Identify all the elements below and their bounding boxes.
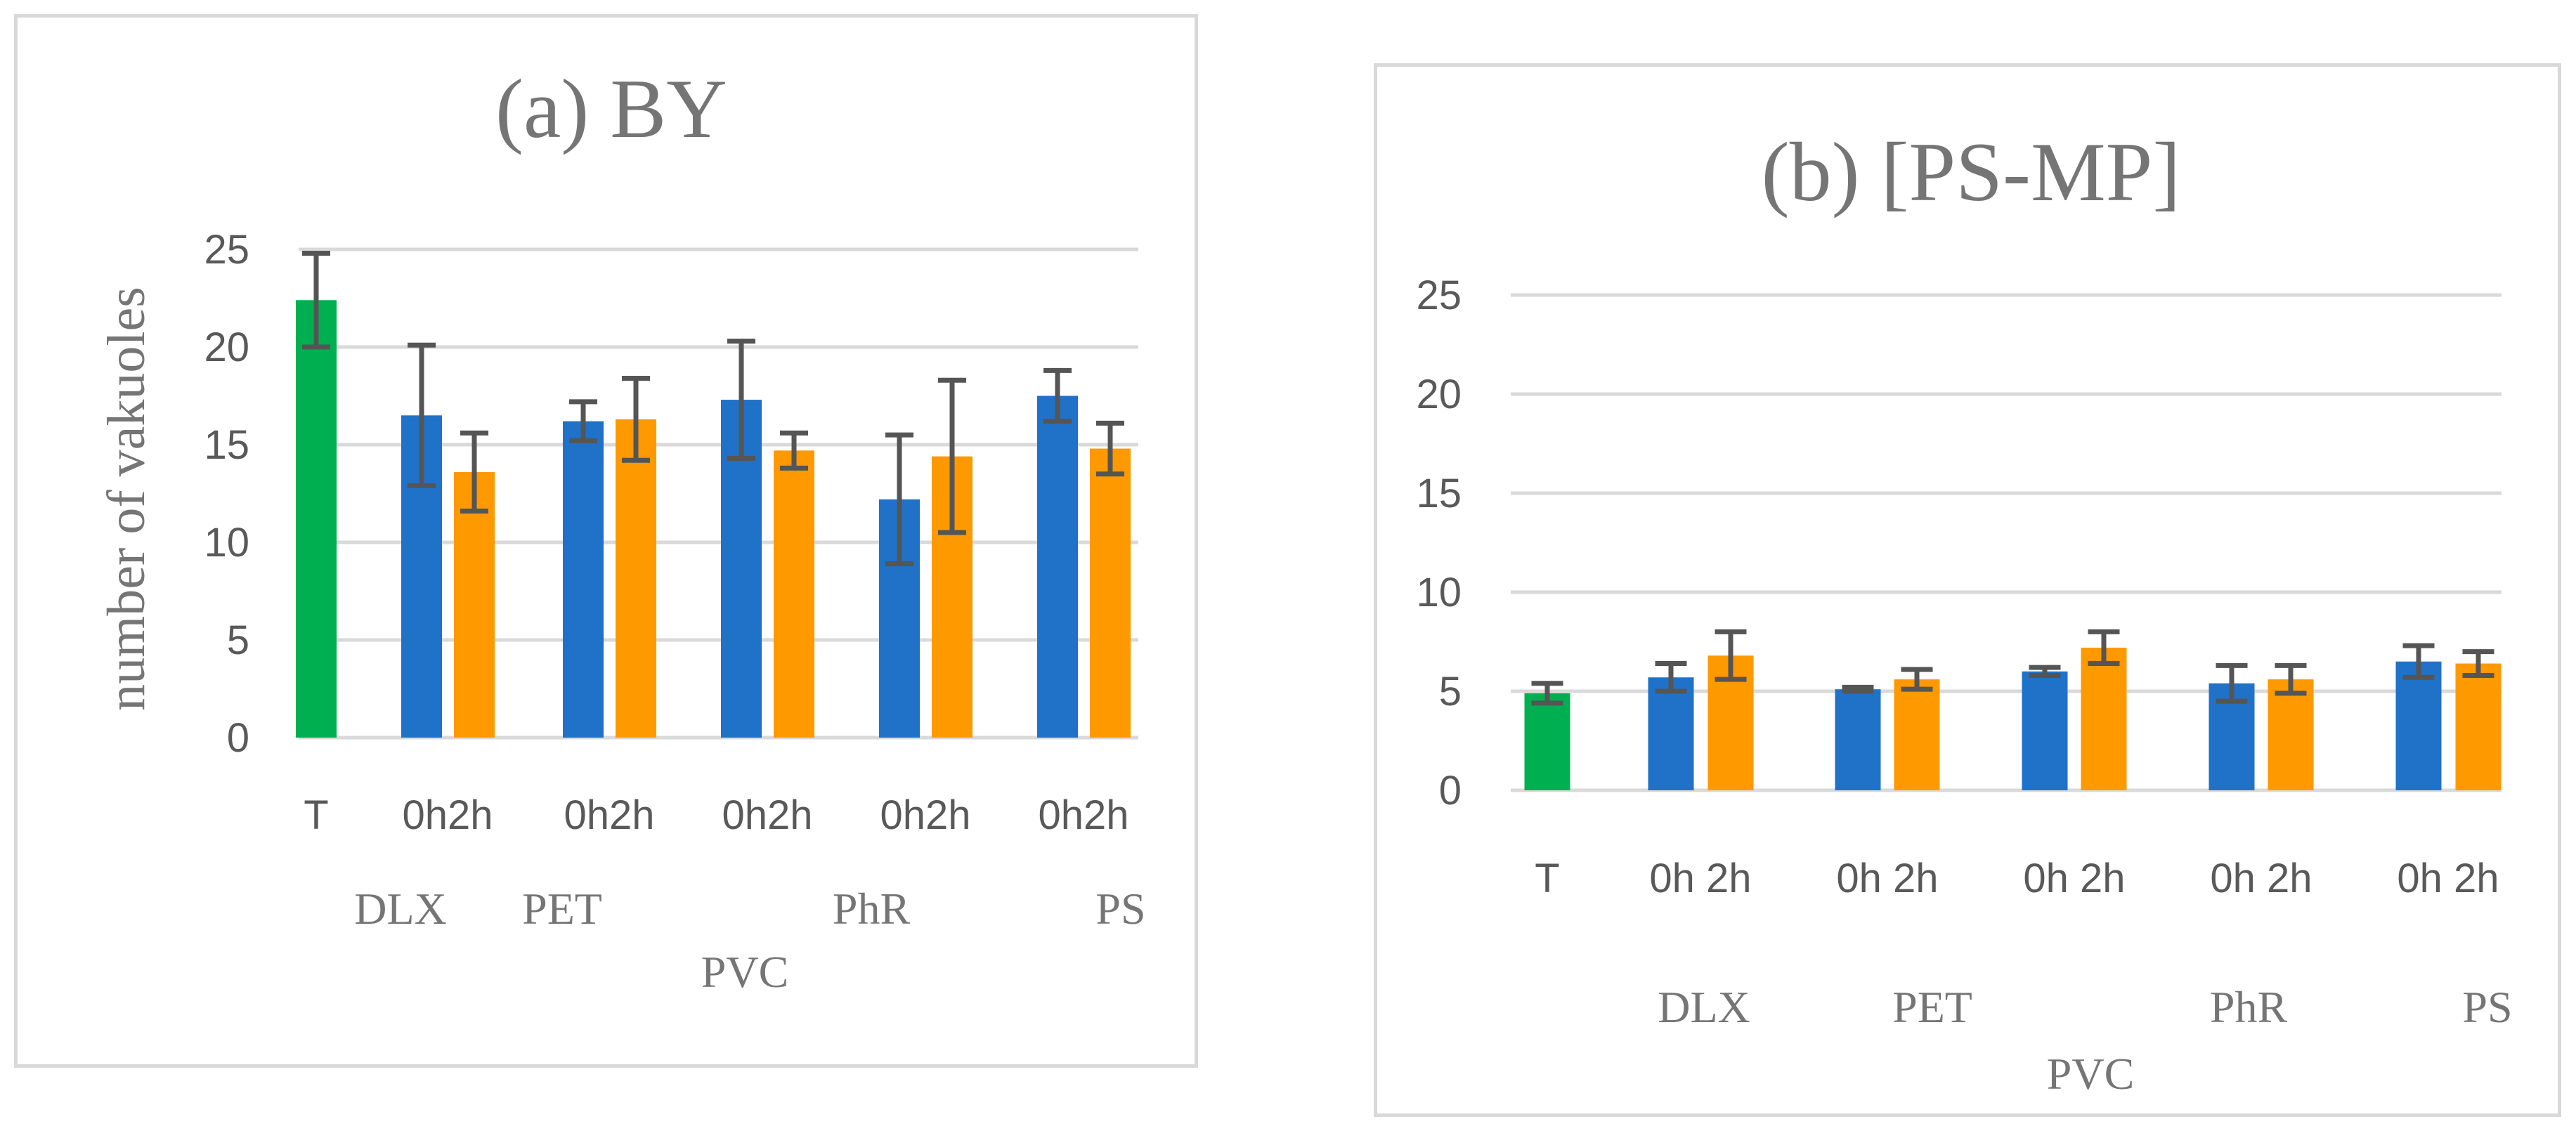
chart-b-group-pet: PET [1892,982,1972,1032]
chart-b-errorbar-9 [2275,662,2307,696]
chart-b-svg: (b) [PS-MP] 0 5 10 15 20 25 T 0h 2h 0h 2h 0h 2h 0… [1416,125,2512,1099]
chart-a-errorbar-4 [569,399,597,443]
chart-a-xtick: 0h2h [564,792,654,838]
chart-b-group-ps: PS [2462,982,2512,1032]
chart-a-errorbar-7 [780,430,808,471]
chart-b-ytick: 20 [1416,372,1462,417]
chart-a-group-phr: PhR [833,884,911,934]
chart-a-bar-5 [616,419,656,738]
chart-a-errorbar-6 [727,339,755,461]
chart-a-xtick: 0h2h [722,792,812,838]
chart-b-errorbar-4 [1842,684,1874,694]
chart-b-group-phr: PhR [2210,982,2288,1032]
chart-a-xtick: 0h2h [1038,792,1128,838]
chart-panel-a: (a) BY number of vakuoles 0 5 10 15 20 25 T 0h… [14,14,1198,1068]
chart-b-ytick: 15 [1416,471,1462,516]
chart-b-group-dlx: DLX [1658,982,1750,1032]
chart-b-bar-6 [2022,671,2068,790]
chart-b-xtick: T [1535,856,1559,901]
chart-a-errorbar-9 [938,377,966,535]
chart-a-ylabel: number of vakuoles [97,287,156,711]
chart-a-bar-1 [296,300,337,738]
chart-panel-b: (b) [PS-MP] 0 5 10 15 20 25 T 0h 2h 0h 2h 0h 2h 0… [1374,63,2561,1117]
chart-b-title: (b) [PS-MP] [1762,125,2181,218]
chart-a-xtick: T [304,792,328,838]
chart-b-errorbar-8 [2216,662,2248,704]
chart-b-bar-1 [1524,693,1570,790]
chart-a-bar-3 [454,471,495,738]
chart-a-xtick: 0h2h [402,792,493,838]
chart-b-errorbar-6 [2029,665,2061,678]
chart-a-group-ps: PS [1095,884,1145,934]
chart-b-bar-7 [2081,647,2127,790]
chart-b-errorbar-1 [1531,681,1563,706]
chart-a-svg: (a) BY number of vakuoles 0 5 10 15 20 25 T 0h… [97,62,1146,997]
chart-a-ytick: 10 [204,520,249,566]
chart-b-errorbar-5 [1901,667,1933,692]
chart-b-ytick: 0 [1439,768,1462,813]
chart-b-xtick: 0h 2h [2023,856,2125,901]
chart-b-xtick: 0h 2h [2397,856,2499,901]
chart-a-errorbar-3 [460,430,488,514]
chart-b-bar-5 [1894,679,1940,790]
chart-a-ytick: 20 [204,325,249,370]
chart-b-errorbar-2 [1655,661,1687,694]
chart-a-errorbar-8 [885,432,913,567]
chart-a-ytick: 5 [227,617,249,663]
chart-a-bar-11 [1090,448,1131,738]
chart-a-group-pvc: PVC [701,947,789,997]
chart-a-ytick: 15 [204,422,249,468]
chart-a-ytick: 0 [227,715,249,761]
chart-a-errorbar-5 [622,375,650,463]
chart-b-bar-9 [2268,679,2314,790]
chart-a-bar-4 [563,421,604,738]
chart-a-group-dlx: DLX [354,884,447,934]
chart-a-ytick: 25 [204,227,249,273]
chart-b-errorbar-7 [2088,629,2120,667]
chart-b-ytick: 10 [1416,570,1462,615]
chart-b-xtick: 0h 2h [2210,856,2312,901]
chart-b-group-pvc: PVC [2047,1049,2135,1099]
chart-b-xtick: 0h 2h [1836,856,1938,901]
chart-a-errorbar-2 [408,342,436,488]
chart-b-errorbar-10 [2402,643,2435,680]
chart-a-title: (a) BY [495,62,727,155]
chart-b-bar-11 [2455,663,2502,790]
chart-a-bar-10 [1037,395,1078,738]
chart-b-bar-4 [1835,689,1881,790]
chart-a-errorbar-10 [1043,367,1072,424]
chart-b-ytick: 5 [1439,669,1462,714]
chart-b-xtick: 0h 2h [1649,856,1751,901]
chart-b-ytick: 25 [1416,273,1462,318]
chart-a-errorbar-11 [1096,420,1124,477]
chart-a-errorbar-1 [302,251,330,350]
chart-a-group-pet: PET [522,884,602,934]
chart-b-errorbar-3 [1715,629,1747,682]
chart-a-xtick: 0h2h [880,792,970,838]
chart-b-bar-2 [1648,677,1694,790]
chart-b-bar-10 [2395,661,2442,790]
chart-b-errorbar-11 [2462,649,2494,678]
chart-a-bar-7 [774,450,814,738]
